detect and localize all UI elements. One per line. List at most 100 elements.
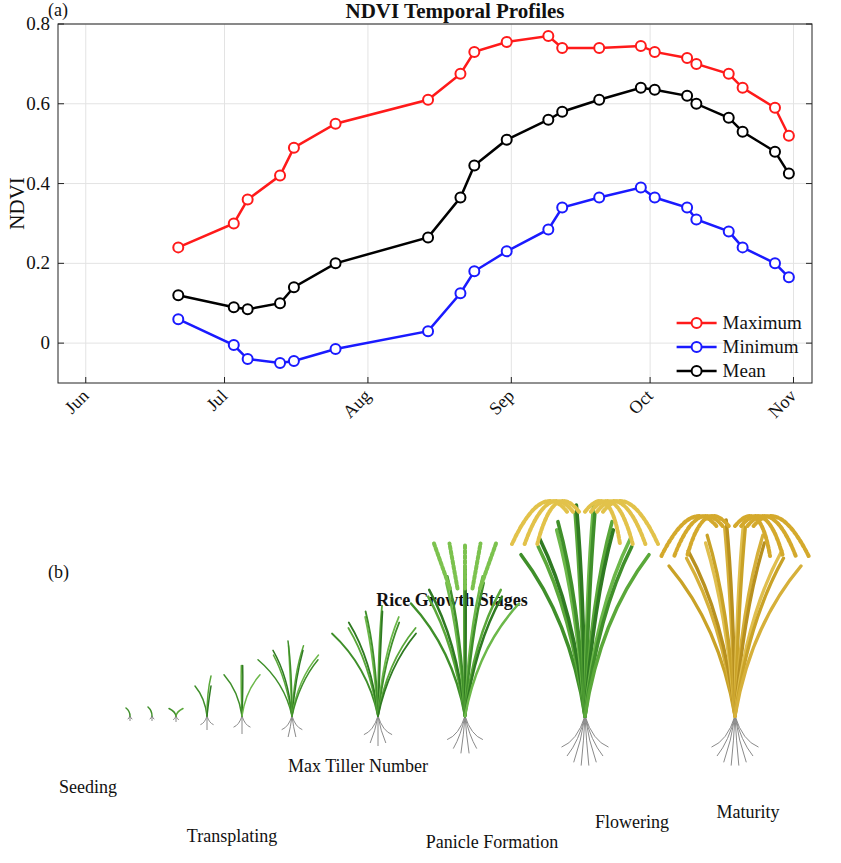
y-tick-label: 0.2: [26, 252, 50, 273]
y-grid-line: [58, 263, 812, 264]
point-marker: [543, 115, 553, 125]
y-grid-line: [58, 183, 812, 184]
point-marker: [243, 195, 253, 205]
point-marker: [724, 69, 734, 79]
point-marker: [331, 258, 341, 268]
series-line: [178, 188, 789, 364]
root: [712, 716, 735, 747]
y-tick: [806, 343, 812, 344]
x-tick: [85, 377, 86, 383]
y-axis-title: NDVI: [5, 177, 29, 230]
root: [292, 716, 302, 730]
point-marker: [738, 127, 748, 137]
point-marker: [331, 344, 341, 354]
axes: JunJulAugSepOctNov00.20.40.60.8: [26, 13, 812, 422]
series-line: [178, 36, 789, 247]
point-marker: [469, 161, 479, 171]
panel-label: (a): [48, 0, 68, 21]
leaf: [726, 520, 735, 716]
leaf: [176, 709, 183, 717]
y-tick: [58, 183, 64, 184]
point-marker: [784, 131, 794, 141]
point-marker: [691, 59, 701, 69]
plant-illustration: [195, 676, 214, 730]
point-marker: [289, 282, 299, 292]
leaf: [292, 660, 318, 716]
y-tick-label: 0: [41, 332, 51, 353]
point-marker: [331, 119, 341, 129]
plant-illustration: [126, 708, 132, 721]
plant-illustration: [661, 516, 808, 766]
stage-label: Maturity: [717, 802, 780, 822]
point-marker: [173, 242, 183, 252]
x-tick-label: Jul: [202, 386, 231, 415]
x-tick: [793, 377, 794, 383]
point-marker: [724, 226, 734, 236]
point-marker: [650, 193, 660, 203]
point-marker: [636, 41, 646, 51]
root: [461, 716, 465, 753]
panicle: [674, 516, 722, 556]
legend-marker: [692, 366, 702, 376]
root: [288, 716, 292, 737]
point-marker: [594, 193, 604, 203]
plant-illustration: [224, 666, 260, 734]
x-tick-label: Aug: [339, 386, 375, 422]
point-marker: [455, 69, 465, 79]
point-marker: [594, 43, 604, 53]
root: [242, 716, 243, 734]
panicle: [473, 544, 481, 589]
root: [207, 716, 214, 725]
point-marker: [243, 354, 253, 364]
leaf: [365, 617, 378, 716]
point-marker: [173, 290, 183, 300]
leaf: [195, 686, 207, 716]
leaf: [224, 675, 242, 716]
point-marker: [691, 99, 701, 109]
point-marker: [738, 83, 748, 93]
chart-title: NDVI Temporal Profiles: [346, 0, 565, 23]
panicle: [463, 544, 467, 589]
x-tick: [650, 377, 651, 383]
leaf: [292, 655, 319, 716]
point-marker: [455, 193, 465, 203]
leaf: [735, 566, 801, 716]
root: [581, 716, 585, 766]
x-tick: [367, 377, 368, 383]
y-tick: [806, 263, 812, 264]
panicle: [754, 516, 809, 556]
y-tick: [806, 183, 812, 184]
root: [242, 716, 250, 727]
point-marker: [243, 304, 253, 314]
point-marker: [469, 47, 479, 57]
plant-illustration: [411, 544, 519, 754]
panicle: [525, 501, 573, 544]
x-tick: [511, 377, 512, 383]
point-marker: [738, 242, 748, 252]
legend-marker: [692, 318, 702, 328]
figure: JunJulAugSepOctNov00.20.40.60.8NDVINDVI …: [0, 0, 841, 863]
point-marker: [636, 83, 646, 93]
stage-label: Transplating: [187, 826, 277, 846]
panicle: [450, 544, 458, 589]
root: [585, 716, 608, 747]
panel-label: (b): [48, 562, 69, 583]
point-marker: [724, 113, 734, 123]
x-tick: [224, 377, 225, 383]
x-tick-label: Sep: [485, 386, 518, 419]
root: [200, 716, 207, 725]
leaf: [585, 555, 649, 716]
x-grid-line: [511, 24, 512, 383]
y-tick: [58, 343, 64, 344]
plant-illustration: [169, 709, 183, 723]
point-marker: [650, 47, 660, 57]
point-marker: [173, 314, 183, 324]
leaf: [465, 604, 519, 717]
point-marker: [423, 232, 433, 242]
plant-illustration: [512, 501, 658, 766]
root: [731, 716, 735, 766]
x-grid-line: [224, 24, 225, 383]
point-marker: [557, 43, 567, 53]
point-marker: [543, 31, 553, 41]
root: [735, 716, 758, 747]
